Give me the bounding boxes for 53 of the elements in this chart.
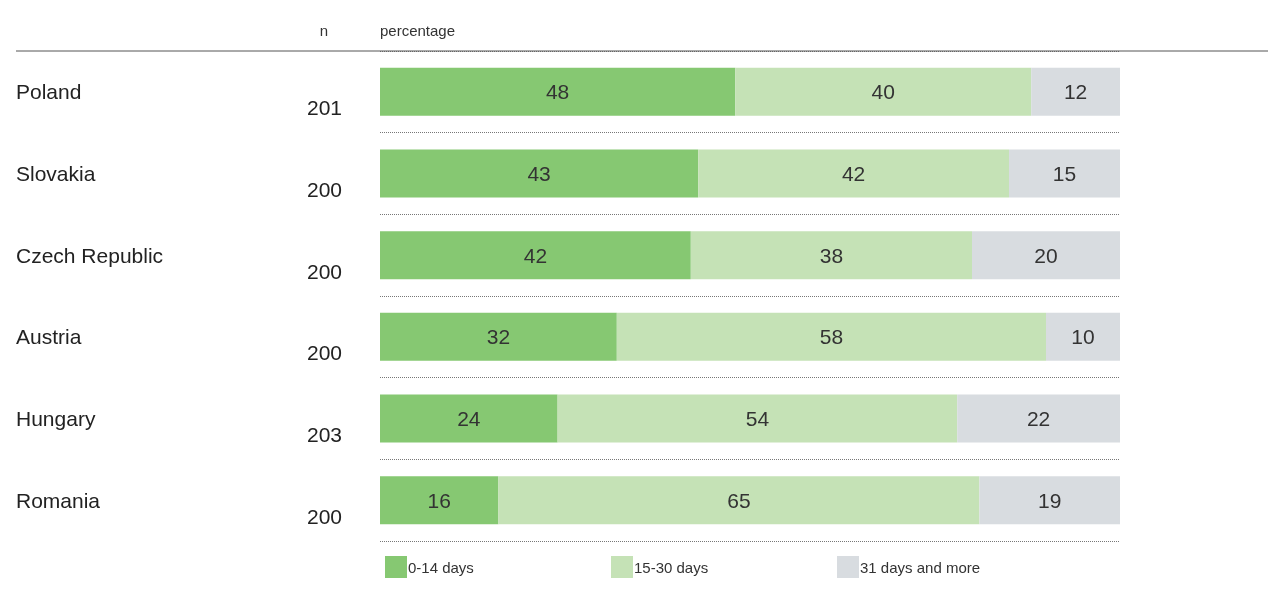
bar [380, 394, 558, 443]
bar [735, 67, 1032, 116]
bar [1031, 67, 1120, 116]
data-label: 65 [727, 488, 751, 512]
y-tick-label: Poland [16, 80, 82, 104]
bar [498, 476, 980, 525]
data-label: 40 [871, 80, 895, 104]
text: 203 [306, 423, 342, 446]
data-label: 16 [427, 488, 451, 512]
data-label: 58 [819, 325, 844, 349]
text: 200 [306, 504, 342, 528]
legend-label: 15-30 days [634, 558, 709, 576]
data-label: 38 [819, 243, 844, 267]
bar [557, 394, 958, 443]
data-label: 20 [1034, 243, 1058, 267]
data-label: 19 [1038, 488, 1062, 512]
text: 200 [306, 259, 342, 283]
bar [972, 231, 1120, 280]
y-tick-label: Slovakia [16, 162, 96, 185]
y-tick-label: Austria [16, 325, 82, 349]
data-label: 42 [841, 162, 866, 185]
bar [380, 476, 499, 525]
data-label: 32 [486, 325, 511, 349]
bar [380, 67, 736, 116]
bar [380, 231, 691, 280]
data-label: 54 [745, 407, 770, 430]
data-label: 22 [1026, 407, 1051, 430]
text: 200 [306, 341, 342, 365]
data-label: 43 [527, 162, 551, 185]
bar [380, 149, 699, 198]
text: 200 [306, 178, 342, 201]
text: percentage [380, 21, 456, 39]
text: 201 [306, 96, 342, 120]
bar [698, 149, 1009, 198]
bar [1009, 149, 1120, 198]
bar [979, 476, 1120, 525]
data-label: 15 [1052, 162, 1077, 185]
data-label: 24 [457, 407, 481, 430]
data-label: 12 [1063, 80, 1088, 104]
bar [380, 312, 617, 361]
bar [690, 231, 972, 280]
y-tick-label: Romania [16, 488, 101, 512]
bar [616, 312, 1046, 361]
legend-label: 0-14 days [408, 558, 474, 576]
bar [957, 394, 1120, 443]
data-label: 42 [523, 243, 548, 267]
y-tick-label: Czech Republic [16, 243, 164, 267]
text: n [319, 21, 328, 39]
data-label: 10 [1071, 325, 1095, 349]
data-label: 48 [545, 80, 570, 104]
legend-label: 31 days and more [860, 558, 981, 576]
y-tick-label: Hungary [16, 407, 96, 430]
bar [1046, 312, 1120, 361]
